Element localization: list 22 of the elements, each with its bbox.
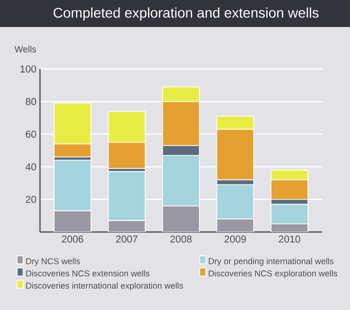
x-tick-label: 2007 bbox=[116, 236, 138, 243]
legend-label: Discoveries NCS extension wells bbox=[26, 270, 150, 276]
legend-label: Dry or pending international wells bbox=[208, 258, 334, 266]
legend-label: Dry NCS wells bbox=[26, 258, 80, 266]
y-axis-title: Wells bbox=[14, 46, 36, 52]
bar bbox=[108, 220, 146, 232]
y-tick-label: 80 bbox=[26, 98, 36, 106]
legend-label: Discoveries NCS exploration wells bbox=[208, 270, 338, 278]
x-tick-label: 2010 bbox=[278, 236, 300, 243]
y-tick-label: 40 bbox=[26, 163, 36, 170]
x-tick-label: 2009 bbox=[224, 236, 246, 243]
bar bbox=[270, 223, 308, 232]
y-tick-label: 20 bbox=[26, 196, 36, 203]
chart-title: Completed exploration and extension wells bbox=[54, 7, 319, 21]
bar bbox=[54, 210, 92, 232]
y-tick-label: 100 bbox=[20, 65, 36, 73]
bar bbox=[216, 218, 254, 232]
y-tick-label: 60 bbox=[26, 130, 36, 138]
legend-label: Discoveries international exploration wells bbox=[26, 282, 184, 290]
x-tick-label: 2008 bbox=[170, 236, 192, 243]
bar bbox=[162, 206, 200, 232]
x-tick-label: 2006 bbox=[62, 236, 84, 243]
